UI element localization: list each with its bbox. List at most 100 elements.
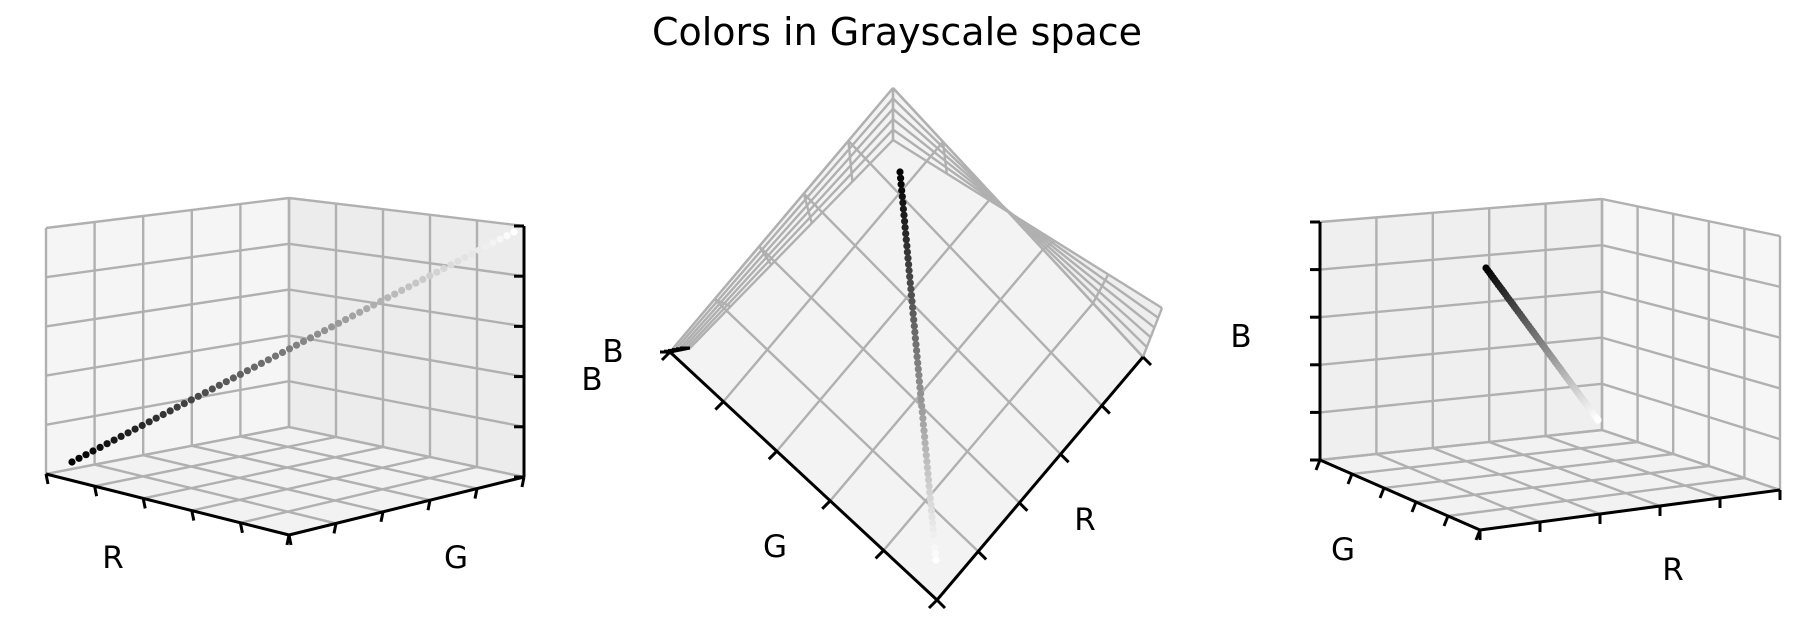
panel-2-data-point	[926, 488, 934, 496]
panel-2-data-point	[932, 556, 940, 564]
panel-1-data-point	[412, 279, 420, 287]
panel-2-data-point	[917, 390, 925, 398]
panel-3-tick	[1378, 487, 1386, 499]
panel-1-data-point	[342, 316, 350, 324]
panel-1-gridline	[288, 196, 525, 228]
panel-1-tick	[44, 473, 50, 485]
panel-2-data-point	[916, 384, 924, 392]
panel-3-tick	[1346, 473, 1354, 485]
panel-2-data-point	[902, 230, 910, 238]
panel-1-x-axis-label: R	[102, 540, 124, 576]
panel-1-data-point	[440, 264, 448, 273]
panel-2-data-point	[919, 414, 927, 422]
panel-1-gridline	[240, 465, 478, 524]
panel-1-axis-1	[45, 472, 290, 537]
panel-1-data-point	[243, 367, 251, 375]
panel-1-data-point	[152, 414, 160, 422]
panel-2-data-point	[902, 236, 910, 244]
panel-1-gridline	[191, 455, 431, 512]
panel-2-data-point	[904, 254, 912, 262]
panel-1-tick	[93, 485, 99, 497]
panel-3-gridline	[1351, 440, 1638, 476]
panel-1-gridline	[288, 425, 525, 479]
panel-2-gridline	[673, 97, 894, 352]
panel-3-data-point	[1594, 416, 1602, 424]
panel-1-gridline	[288, 334, 525, 378]
panel-1-data-point	[461, 254, 469, 262]
panel-1-data-point	[271, 352, 280, 360]
panel-1-tick	[285, 534, 291, 546]
panel-1-data-point	[285, 345, 294, 353]
panel-2-data-point	[915, 377, 924, 385]
panel-2-data-point	[929, 525, 937, 533]
panel-2-gridline	[1141, 307, 1164, 358]
panel-2-tick	[935, 598, 947, 610]
panel-1-z-axis-label: B	[581, 362, 602, 398]
panel-1-gridline	[45, 196, 290, 230]
panel-1-data-point	[208, 385, 216, 393]
panel-1-data-point	[103, 440, 111, 448]
panel-3-axis-2	[1319, 458, 1481, 532]
panel-1-gridline	[240, 435, 478, 490]
panel-1-data-point	[328, 323, 336, 331]
panel-1-data-point	[482, 243, 490, 251]
panel-2-data-point	[896, 168, 904, 176]
panel-2-gridline	[685, 128, 894, 350]
panel-2-data-point	[931, 544, 939, 552]
panel-2-pane-2	[893, 88, 1162, 357]
panel-1-pane-2	[46, 198, 289, 474]
panel-1-tick	[379, 511, 385, 523]
panel-3-gridline	[1432, 446, 1601, 516]
panel-3-gridline	[1601, 290, 1781, 339]
panel-2-axis-1	[935, 356, 1145, 601]
panel-2-data-point	[911, 334, 920, 342]
panel-2-gridline	[802, 192, 1062, 456]
panel-1-data-point	[180, 400, 188, 408]
panel-1-data-point	[356, 308, 364, 316]
panel-1-tick	[520, 476, 526, 488]
panel-2-gridline	[829, 248, 1044, 502]
panel-3-gridline	[1601, 382, 1781, 441]
panel-1-data-point	[75, 454, 83, 462]
panel-1-tick	[332, 523, 338, 534]
panel-1-data-point	[489, 239, 497, 247]
panel-2-data-point	[907, 285, 915, 293]
panel-3-pane-1	[1320, 199, 1602, 460]
panel-2-data-point	[905, 260, 913, 268]
panel-2-tick	[1141, 355, 1153, 367]
panel-2-data-point	[903, 248, 912, 256]
panel-1-data-point	[391, 290, 399, 298]
panel-1-tick	[190, 510, 196, 521]
panel-2-data-point	[908, 297, 916, 305]
panel-2-data-point	[917, 396, 925, 404]
panel-2-data-point	[903, 242, 911, 250]
panel-1-data-point	[510, 228, 518, 236]
panel-1-data-point	[222, 378, 230, 386]
panel-1-data-point	[426, 272, 434, 280]
panel-3-tick	[1474, 529, 1482, 541]
panel-1-data-point	[292, 341, 301, 349]
panel-1-gridline	[288, 242, 525, 278]
panel-1-data-point	[503, 232, 511, 240]
panel-2-data-point	[923, 457, 931, 466]
panel-1-data-point	[278, 348, 287, 357]
panel-1-data-point	[201, 389, 209, 397]
panel-2-data-point	[906, 279, 914, 287]
panel-2-data-point	[921, 439, 929, 447]
panel-2-data-point	[898, 186, 906, 195]
panel-2-data-point	[914, 365, 922, 373]
panel-3-tick	[1410, 501, 1418, 513]
panel-2-gridline	[677, 108, 894, 352]
panel-1-data-point	[117, 432, 125, 440]
panel-2-data-point	[912, 340, 920, 348]
panel-2-data-point	[910, 322, 918, 330]
panel-1-data-point	[335, 319, 343, 327]
panel-3-gridline	[1375, 452, 1541, 524]
panel-1-gridline	[45, 288, 290, 328]
panel-1-gridline	[45, 380, 290, 426]
panel-2-data-point	[906, 273, 914, 281]
panel-1-gridline	[94, 435, 337, 488]
panel-3-gridline	[1601, 428, 1781, 492]
panel-rear-corner: R G B	[1230, 197, 1782, 588]
panel-1-data-point	[187, 396, 195, 404]
